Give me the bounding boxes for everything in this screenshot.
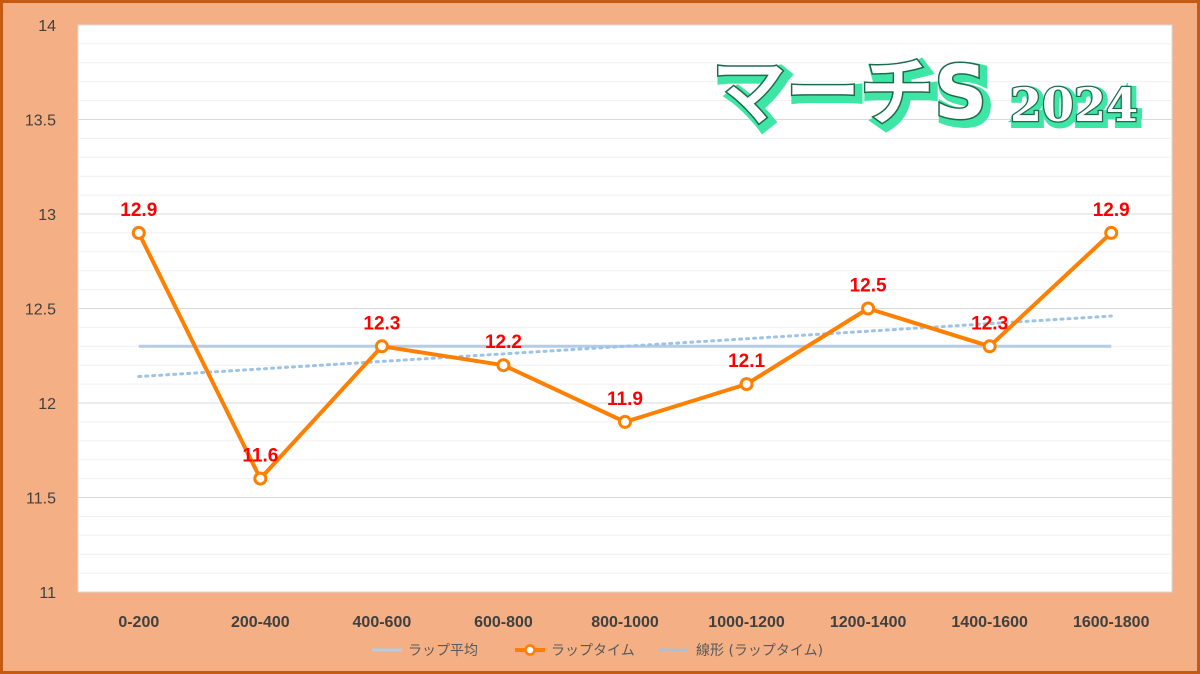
trend-line [137,314,1113,379]
data-label: 12.3 [363,313,400,334]
data-label: 12.9 [1093,200,1130,221]
x-tick-label: 800-1000 [591,614,659,631]
chart-title-text-front: マーチS [712,50,987,136]
chart-title: マーチS マーチS 2024 2024 [711,49,1145,146]
lap-time-point [739,377,754,392]
data-label: 12.2 [485,332,522,353]
x-tick-label: 1600-1800 [1073,614,1150,631]
y-tick-label: 12 [38,396,56,413]
y-tick-label: 13.5 [25,113,56,130]
x-tick-label: 200-400 [231,614,290,631]
y-tick-label: 12.5 [25,302,56,319]
data-label: 12.9 [120,200,157,221]
data-label: 11.6 [242,446,278,467]
lap-time-point [496,358,511,373]
y-tick-label: 11 [39,585,56,602]
legend-label: ラップ平均 [408,643,478,659]
x-tick-label: 1000-1200 [708,614,785,631]
x-tick-label: 0-200 [118,614,159,631]
x-tick-label: 1200-1400 [830,614,907,631]
data-label: 11.9 [607,389,643,410]
y-axis-ticks: 14 13.5 13 12.5 12 11.5 11 [25,18,56,602]
x-tick-label: 400-600 [353,614,412,631]
data-label: 12.3 [971,313,1008,334]
y-tick-label: 11.5 [26,491,56,508]
legend: ラップ平均 ラップタイム 線形 (ラップタイム) [372,643,823,659]
chart-title-year: 2024 [1012,81,1140,135]
chart-title-year-front: 2024 [1010,78,1138,132]
legend-label: 線形 (ラップタイム) [696,643,823,659]
lap-time-point [1104,225,1119,240]
x-tick-label: 1400-1600 [951,614,1028,631]
data-labels: 12.9 11.6 12.3 12.2 11.9 12.1 12.5 12.3 12.9 [120,200,1129,467]
lap-time-point [861,301,876,316]
y-tick-label: 14 [38,18,56,35]
y-tick-label: 13 [38,207,56,224]
data-label: 12.1 [728,351,765,372]
lap-time-point [982,339,997,354]
data-label: 12.5 [850,276,887,297]
lap-time-point [253,471,268,486]
grid-lines [78,24,1172,593]
legend-label: ラップタイム [551,643,635,659]
chart-title-text: マーチS [716,54,991,140]
lap-time-point [618,414,632,429]
x-tick-label: 600-800 [474,614,533,631]
legend-swatch-lap-marker [524,644,536,656]
lap-time-point [131,225,146,240]
series-group [131,225,1119,486]
lap-time-point [374,339,389,354]
x-axis-ticks: 0-200 200-400 400-600 600-800 800-1000 1000-1… [118,614,1149,631]
